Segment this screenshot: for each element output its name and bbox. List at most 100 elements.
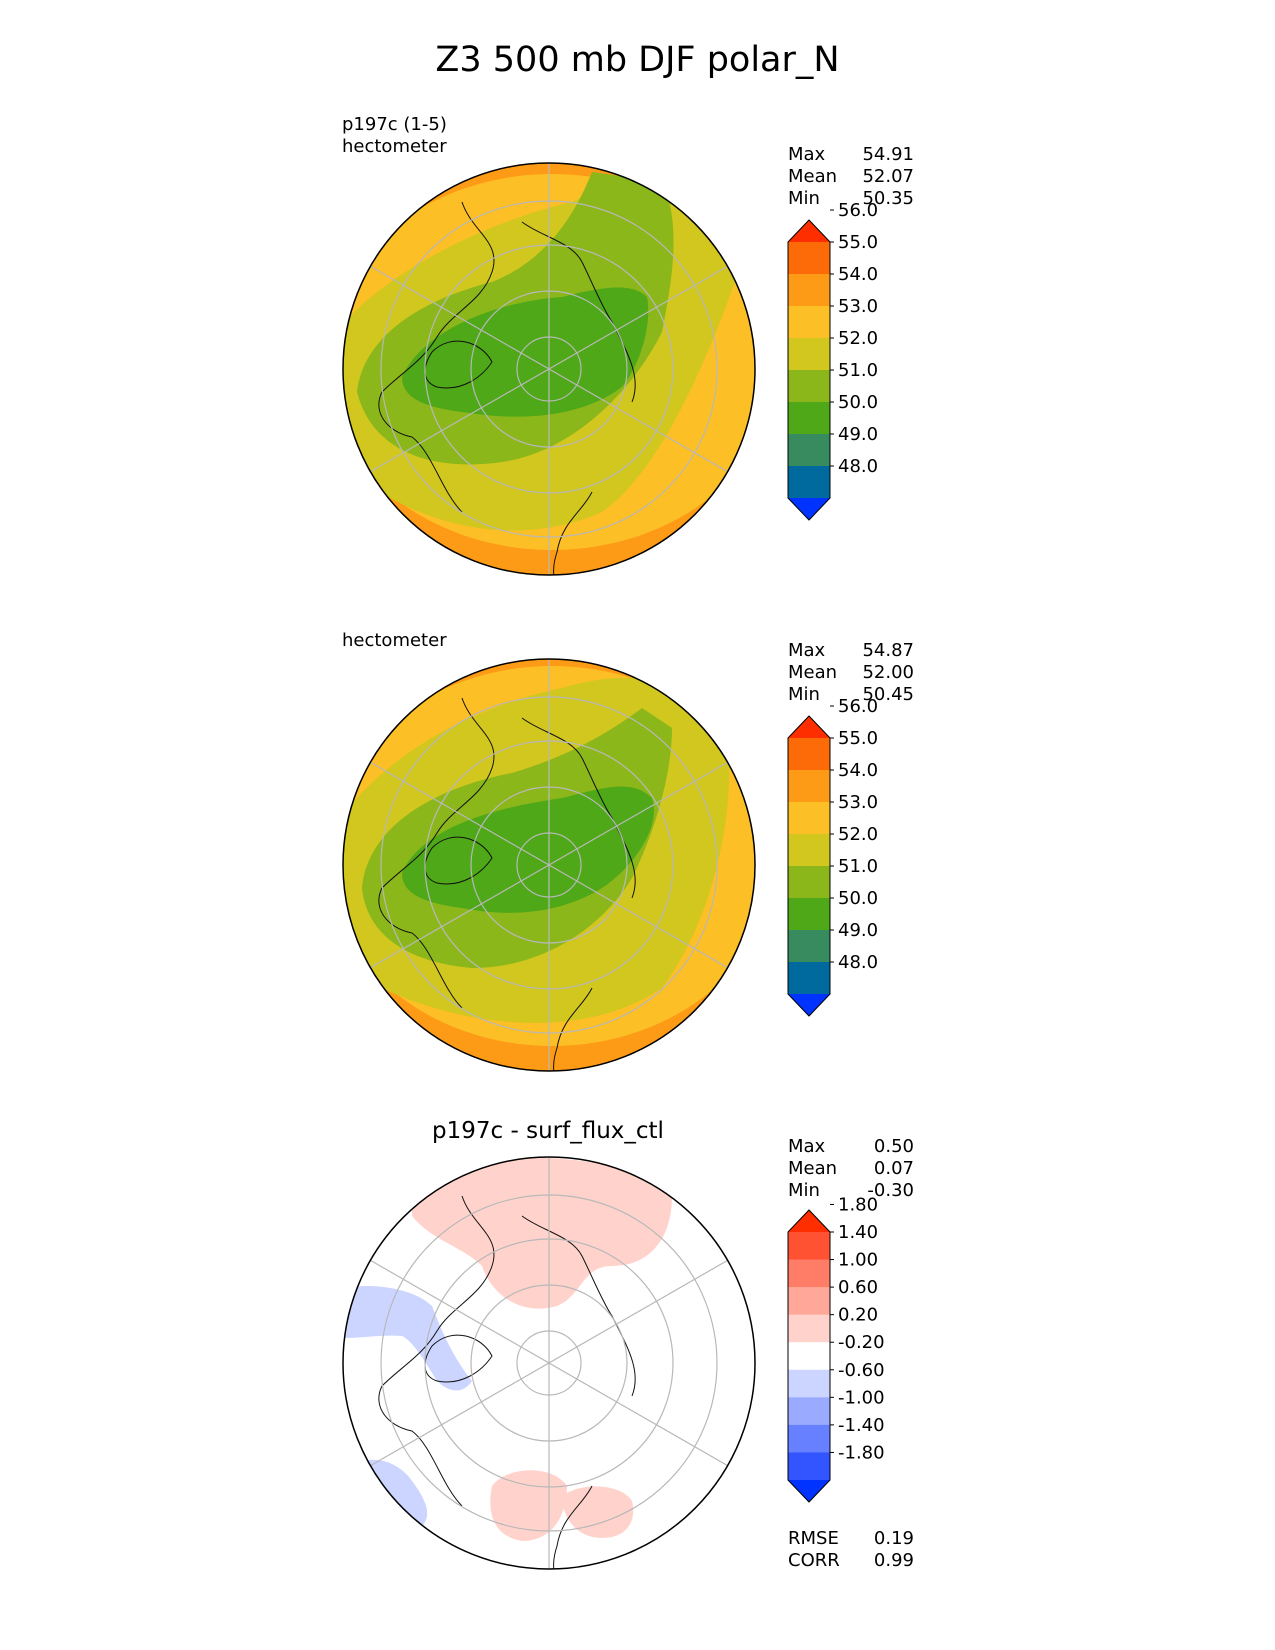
panel2-colorbar-tick-label: 51.0	[838, 856, 878, 877]
panel3-colorbar-tick-label: -1.80	[838, 1442, 885, 1463]
panel2-colorbar-segment	[788, 930, 830, 963]
panel1-colorbar-outline	[787, 219, 831, 521]
panel3-colorbar-segment	[788, 1369, 830, 1398]
panel1-case-label: p197c (1-5)	[342, 114, 447, 135]
panel3-colorbar-segment	[788, 1424, 830, 1453]
panel2-colorbar-extend-max	[788, 716, 830, 738]
panel3-colorbar-tick-label: 1.40	[838, 1222, 878, 1243]
panel1-colorbar-segment	[788, 370, 830, 403]
panel2-colorbar-segment	[788, 866, 830, 899]
panel1-label: p197c (1-5) hectometer	[342, 114, 447, 158]
panel3-stat-min: Min -0.30	[788, 1180, 914, 1201]
panel3-colorbar-segment	[788, 1232, 830, 1261]
panel2-colorbar-tick-label: 54.0	[838, 760, 878, 781]
panel1-stat-max: Max 54.91	[788, 144, 914, 165]
panel1-colorbar-segment	[788, 466, 830, 499]
panel3-stat-max: Max 0.50	[788, 1136, 914, 1157]
panel1-colorbar-segment	[788, 306, 830, 339]
diff-positive-north	[412, 1157, 672, 1309]
panel2-colorbar-segment	[788, 802, 830, 835]
panel1-colorbar-segment	[788, 242, 830, 275]
panel3-colorbar-extend-max	[788, 1210, 830, 1232]
panel1-colorbar-tick-label: 52.0	[838, 328, 878, 349]
panel3-colorbar-tick-label: -0.20	[838, 1332, 885, 1353]
panel2-colorbar-tick-label: 50.0	[838, 888, 878, 909]
panel3-colorbar-extend-min	[788, 1480, 830, 1502]
panel1-stats: Max 54.91 Mean 52.07 Min 50.35	[788, 144, 914, 210]
panel3-colorbar-segment	[788, 1287, 830, 1316]
panel3-colorbar-tick-label: -0.60	[838, 1360, 885, 1381]
z-band-50	[402, 287, 649, 417]
panel2-colorbar-segment	[788, 834, 830, 867]
panel1-colorbar-tick-label: 54.0	[838, 264, 878, 285]
panel3-colorbar-tick-label: 0.20	[838, 1305, 878, 1326]
panel3-stat-mean: Mean 0.07	[788, 1158, 914, 1179]
graticule	[343, 163, 755, 575]
graticule	[343, 659, 755, 1071]
panel3-colorbar-tick-label: 0.60	[838, 1277, 878, 1298]
panel2-colorbar-segment	[788, 738, 830, 771]
panel2-stats: Max 54.87 Mean 52.00 Min 50.45	[788, 640, 914, 706]
z-band-50	[402, 786, 654, 913]
panel1-colorbar-tick-label: 49.0	[838, 424, 878, 445]
panel1-colorbar-segment	[788, 338, 830, 371]
panel1-stat-min: Min 50.35	[788, 188, 914, 209]
panel3-colorbar-segment	[788, 1452, 830, 1481]
panel2-colorbar-segment	[788, 770, 830, 803]
panel1-colorbar-tick-label: 56.0	[838, 200, 878, 221]
panel2-colorbar-segment	[788, 962, 830, 995]
panel3-extra-stats: RMSE 0.19 CORR 0.99	[788, 1528, 914, 1572]
panel3-stat-rmse: RMSE 0.19	[788, 1528, 914, 1549]
panel1-colorbar-tick-label: 50.0	[838, 392, 878, 413]
panel1-colorbar-tick-label: 55.0	[838, 232, 878, 253]
panel2-units-label: hectometer	[342, 630, 447, 651]
panel2-label: hectometer	[342, 630, 447, 652]
panel3-colorbar-segment	[788, 1342, 830, 1371]
diff-negative-west	[343, 1286, 472, 1391]
panel1-colorbar-segment	[788, 402, 830, 435]
panel3-colorbar-tick-label: 1.80	[838, 1194, 878, 1215]
panel1-map	[342, 162, 756, 576]
panel1-colorbar-tick-label: 53.0	[838, 296, 878, 317]
figure-title: Z3 500 mb DJF polar_N	[435, 40, 840, 80]
panel1-stat-mean: Mean 52.07	[788, 166, 914, 187]
panel2-map	[342, 658, 756, 1072]
panel3-map	[342, 1156, 756, 1570]
panel1-units-label: hectometer	[342, 136, 447, 157]
panel1-colorbar-tick-label: 48.0	[838, 456, 878, 477]
panel2-colorbar-tick-label: 52.0	[838, 824, 878, 845]
panel2-colorbar-segment	[788, 898, 830, 931]
panel3-colorbar-outline	[787, 1209, 831, 1503]
panel3-colorbar-segment	[788, 1259, 830, 1288]
map-boundary	[342, 1156, 756, 1570]
panel2-colorbar-tick-label: 55.0	[838, 728, 878, 749]
panel3-stat-corr: CORR 0.99	[788, 1550, 914, 1571]
panel3-colorbar-tick-label: -1.40	[838, 1415, 885, 1436]
panel3-title: p197c - surf_flux_ctl	[432, 1118, 664, 1144]
panel3-colorbar-tick-label: -1.00	[838, 1387, 885, 1408]
panel1-colorbar-tick-label: 51.0	[838, 360, 878, 381]
map-boundary	[342, 162, 756, 576]
panel2-stat-mean: Mean 52.00	[788, 662, 914, 683]
panel2-colorbar-outline	[787, 715, 831, 1017]
panel3-colorbar-segment	[788, 1314, 830, 1343]
panel3-colorbar-segment	[788, 1397, 830, 1426]
panel1-colorbar: 48.0 49.0 50.0 51.0 52.0 53.0 54.0 55.0 56.0	[787, 200, 878, 521]
diff-positive-south	[490, 1470, 567, 1541]
panel2-colorbar: 48.0 49.0 50.0 51.0 52.0 53.0 54.0 55.0 56.0	[787, 696, 878, 1017]
panel1-colorbar-segment	[788, 434, 830, 467]
panel3-colorbar: -1.80 -1.40 -1.00 -0.60 -0.20 0.20 0.60 1.00 1.4…	[787, 1194, 885, 1503]
panel2-stat-max: Max 54.87	[788, 640, 914, 661]
panel1-colorbar-extend-min	[788, 498, 830, 520]
panel2-colorbar-extend-min	[788, 994, 830, 1016]
panel2-colorbar-tick-label: 53.0	[838, 792, 878, 813]
panel2-colorbar-tick-label: 56.0	[838, 696, 878, 717]
panel3-colorbar-tick-label: 1.00	[838, 1250, 878, 1271]
panel2-colorbar-tick-label: 49.0	[838, 920, 878, 941]
panel1-colorbar-segment	[788, 274, 830, 307]
panel3-stats: Max 0.50 Mean 0.07 Min -0.30	[788, 1136, 914, 1202]
panel2-stat-min: Min 50.45	[788, 684, 914, 705]
panel1-colorbar-extend-max	[788, 220, 830, 242]
graticule	[343, 1157, 755, 1569]
map-boundary	[342, 658, 756, 1072]
